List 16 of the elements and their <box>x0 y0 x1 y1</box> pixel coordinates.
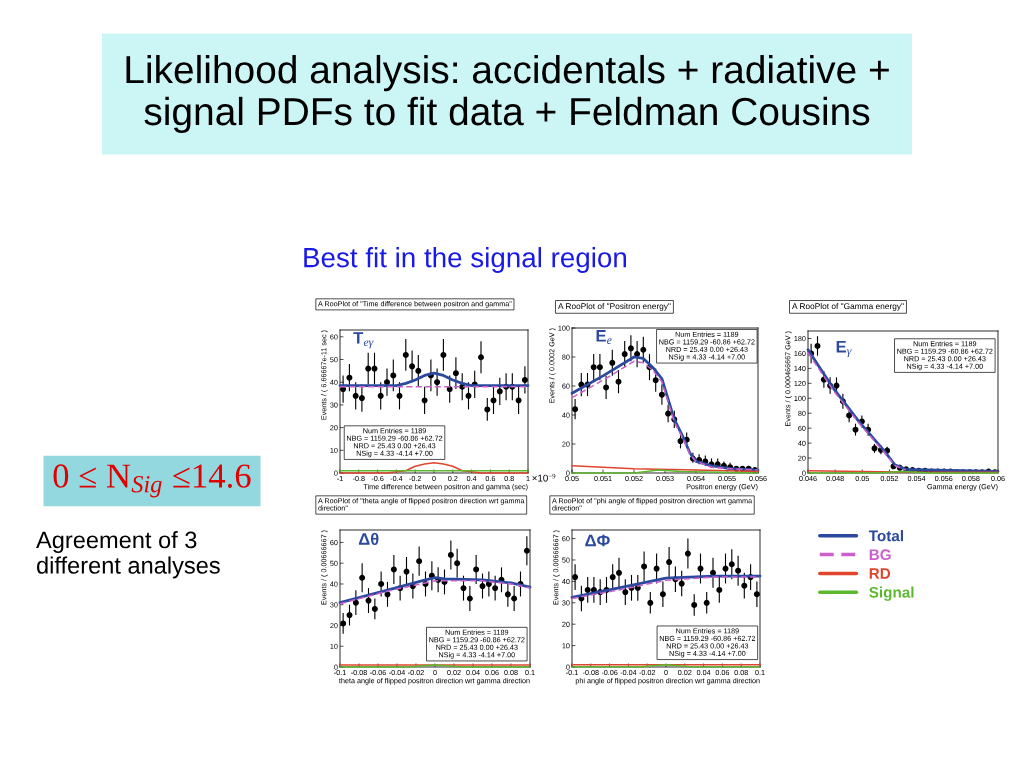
legend-label: RD <box>869 568 891 579</box>
chart-title: A RooPlot of "Gamma energy" <box>792 303 904 311</box>
legend-label: Total <box>868 530 903 542</box>
text: Best fit in the signal region <box>304 247 626 273</box>
annotation: E$_{γ}$ <box>836 340 852 358</box>
annotation: Δθ <box>358 532 379 545</box>
annotation: T$_{eγ}$ <box>353 332 374 349</box>
text: Agreement of 3 different analyses <box>36 531 220 579</box>
text: 0 ≤ N$_{Sig}$ ≤14.6 <box>53 464 251 498</box>
annotation: E$_{e}$ <box>596 330 612 344</box>
chart-title: A RooPlot of "Positron energy" <box>558 303 671 311</box>
annotation: ΔΦ <box>585 534 610 547</box>
legend-label: BG <box>869 549 891 561</box>
text: ×10$^{−9}$ <box>532 473 556 482</box>
text: Likelihood analysis: accidentals + radiative + signal PDFs to fit data + Feldman Cousins <box>126 54 889 134</box>
legend-label: Signal <box>869 586 914 601</box>
